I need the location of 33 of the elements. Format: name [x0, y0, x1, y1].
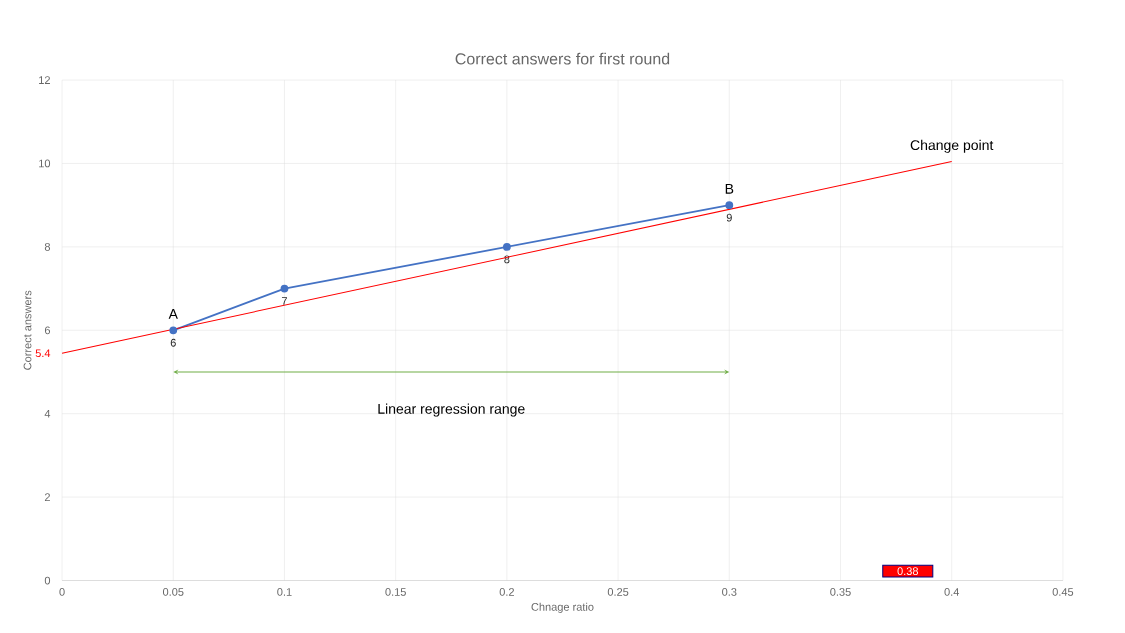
y-tick-label: 2	[44, 493, 50, 502]
y-tick-label: 10	[39, 159, 51, 168]
point	[169, 326, 178, 335]
x-tick-label: 0.35	[830, 588, 851, 597]
annotation: B	[725, 184, 734, 194]
y-tick-label: 6	[44, 326, 51, 335]
x-tick-label: 0.3	[722, 588, 737, 597]
x-tick-label: 0.25	[607, 588, 629, 597]
x-tick-label: 0.4	[944, 588, 960, 597]
y-tick-label: 12	[39, 76, 50, 85]
point	[280, 284, 289, 293]
x-tick-label: 0.1	[277, 588, 292, 597]
data-label: 7	[281, 297, 287, 305]
x-tick-label: 0	[59, 588, 65, 597]
annotation: A	[168, 309, 178, 319]
y-axis-title: Correct answers	[23, 290, 32, 371]
data-label: 6	[170, 339, 176, 347]
x-tick-label: 0.2	[499, 588, 514, 597]
data-label: 9	[726, 213, 732, 222]
x-tick-label: 0.45	[1052, 588, 1074, 597]
annotation: Change point	[910, 140, 994, 154]
point	[502, 243, 511, 251]
x-tick-label: 0.15	[385, 588, 406, 597]
point	[725, 201, 734, 210]
y-tick-label: 8	[44, 243, 51, 251]
annotation: Linear regression range	[378, 403, 525, 417]
annotation: 0.38	[897, 567, 919, 576]
x-tick-label: 0.05	[162, 588, 184, 597]
y-tick-label: 0	[44, 576, 51, 585]
x-axis-title: Chnage ratio	[531, 602, 594, 614]
y-tick-label: 4	[44, 410, 51, 418]
annotation: 5.4	[35, 349, 51, 358]
chart-title: Correct answers for first round	[455, 52, 670, 65]
